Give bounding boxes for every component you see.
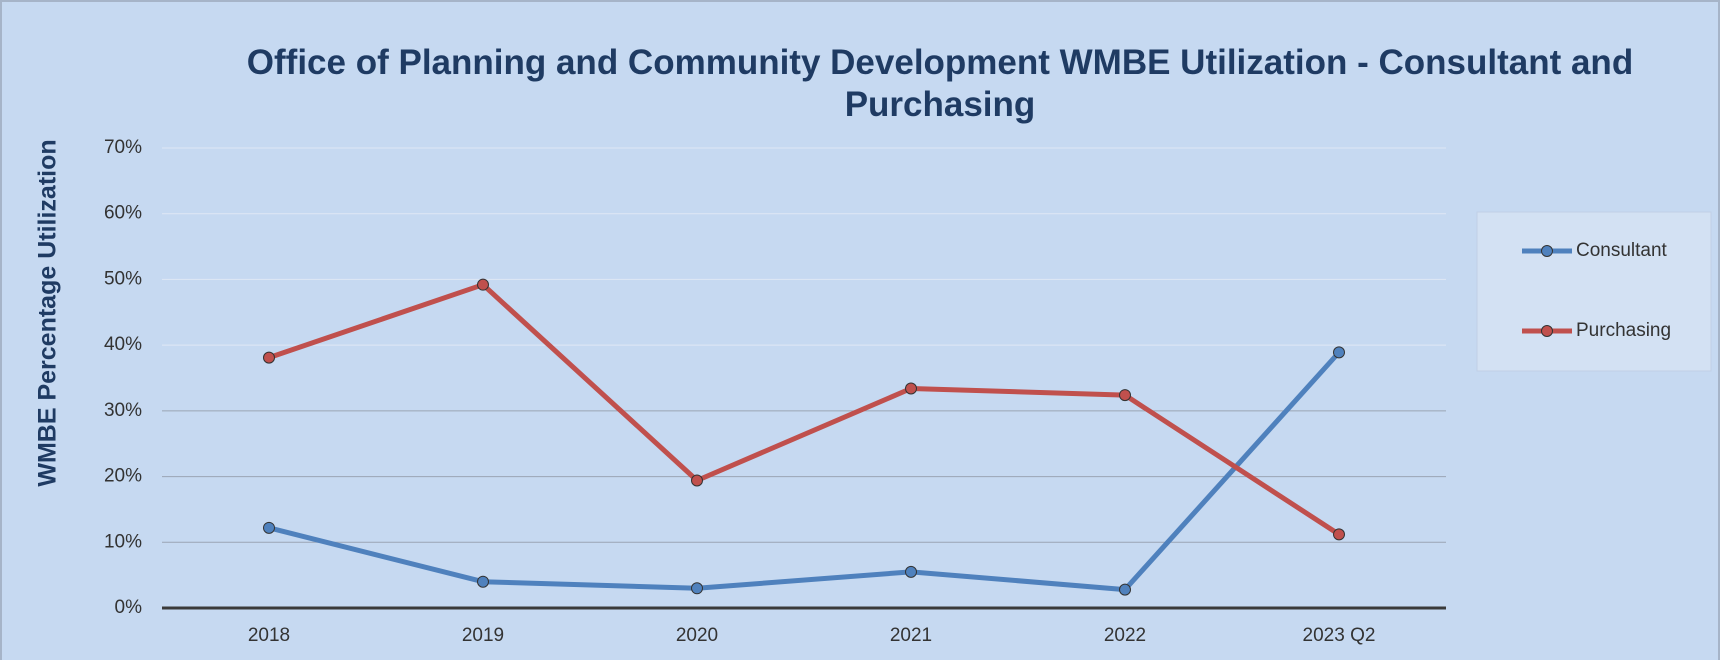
y-tick-label: 20% (104, 466, 142, 487)
legend-marker (1541, 245, 1553, 257)
y-tick-label: 10% (104, 531, 142, 552)
y-tick-label: 40% (104, 334, 142, 355)
x-tick-label: 2023 Q2 (1303, 625, 1376, 646)
data-point (1119, 389, 1131, 402)
legend-label: Purchasing (1576, 320, 1671, 341)
data-point (1333, 528, 1345, 541)
y-axis-label: WMBE Percentage Utilization (34, 139, 62, 486)
x-tick-label: 2019 (462, 625, 504, 646)
legend-marker (1541, 325, 1553, 337)
data-point (263, 521, 275, 534)
x-tick-label: 2020 (676, 625, 718, 646)
x-tick-label: 2018 (248, 625, 290, 646)
data-point (1119, 583, 1131, 596)
x-tick-label: 2022 (1104, 625, 1146, 646)
data-point (477, 575, 489, 588)
data-point (691, 582, 703, 595)
legend-box (1476, 211, 1712, 372)
series-line (268, 282, 1341, 537)
chart-title: Office of Planning and Community Develop… (246, 43, 1634, 124)
legend-label: Consultant (1576, 240, 1668, 261)
data-point (263, 351, 275, 364)
y-tick-label: 30% (104, 400, 142, 421)
series-line (268, 350, 1341, 593)
data-point (905, 565, 917, 578)
y-tick-label: 50% (104, 268, 142, 289)
y-tick-label: 70% (104, 137, 142, 158)
x-tick-label: 2021 (890, 625, 932, 646)
data-point (1333, 346, 1345, 359)
data-point (691, 474, 703, 487)
y-tick-label: 0% (115, 597, 143, 618)
data-point (477, 278, 489, 291)
y-tick-label: 60% (104, 203, 142, 224)
data-point (905, 382, 917, 395)
